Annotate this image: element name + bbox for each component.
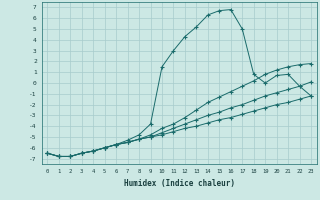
X-axis label: Humidex (Indice chaleur): Humidex (Indice chaleur) — [124, 179, 235, 188]
